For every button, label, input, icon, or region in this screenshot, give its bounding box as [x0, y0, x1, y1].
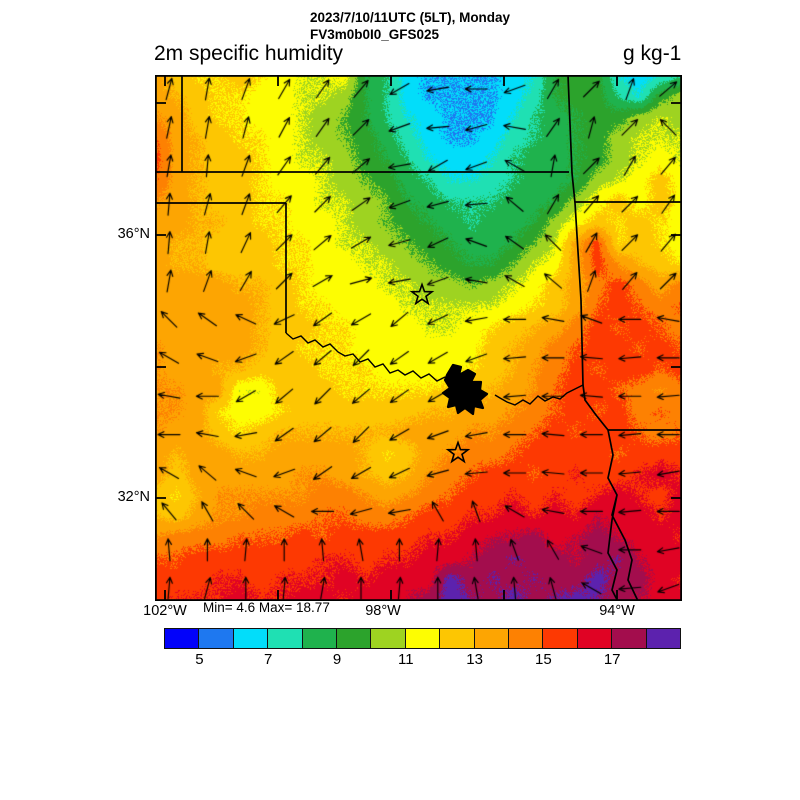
- colorbar-tick-label: 17: [603, 651, 621, 668]
- colorbar-cell: [404, 628, 441, 649]
- colorbar-tick-label: 7: [264, 651, 273, 668]
- colorbar: [164, 628, 682, 649]
- latitude-label: 32°N: [117, 489, 150, 505]
- latitude-label: 36°N: [117, 226, 150, 242]
- border-east-slant: [567, 75, 609, 431]
- red-river-east: [494, 384, 584, 406]
- colorbar-cell: [611, 628, 647, 649]
- colorbar-tick-label: 11: [398, 651, 414, 668]
- colorbar-cell: [370, 628, 406, 649]
- red-river: [285, 332, 446, 382]
- humidity-field-canvas: [155, 75, 682, 601]
- colorbar-cell: [439, 628, 475, 649]
- colorbar-tick-label: 15: [535, 651, 552, 668]
- colorbar-cell: [232, 628, 269, 649]
- map-panel: 8: [155, 75, 682, 601]
- units-label: g kg-1: [623, 42, 682, 65]
- colorbar-cell: [576, 628, 613, 649]
- river-meander-knot: [441, 363, 489, 416]
- colorbar-cell: [336, 628, 372, 649]
- colorbar-cell: [542, 628, 578, 649]
- colorbar-cell: [267, 628, 303, 649]
- colorbar-cell: [164, 628, 200, 649]
- colorbar-tick-label: 5: [195, 651, 204, 668]
- map-overlay: [155, 75, 682, 601]
- colorbar-cell: [473, 628, 510, 649]
- colorbar-cell: [301, 628, 338, 649]
- longitude-label: 102°W: [143, 603, 187, 619]
- map-frame: [155, 75, 682, 601]
- colorbar-cell: [645, 628, 682, 649]
- city-star-icon: [445, 440, 471, 464]
- colorbar-cell: [508, 628, 544, 649]
- model-title: FV3m0b0I0_GFS025: [310, 27, 440, 42]
- colorbar-cell: [198, 628, 234, 649]
- longitude-label: 98°W: [365, 603, 401, 619]
- border-texas-louisiana: [607, 429, 639, 601]
- city-star-icon: [409, 282, 435, 306]
- datetime-title: 2023/7/10/11UTC (5LT), Monday: [310, 10, 511, 25]
- city-markers: [409, 282, 471, 464]
- colorbar-tick-label: 9: [332, 651, 342, 668]
- colorbar-tick-label: 13: [466, 651, 483, 668]
- longitude-label: 94°W: [599, 603, 635, 619]
- minmax-stats: Min= 4.6 Max= 18.77: [203, 600, 330, 615]
- variable-title: 2m specific humidity: [154, 42, 344, 65]
- axis-ticks: [155, 75, 682, 601]
